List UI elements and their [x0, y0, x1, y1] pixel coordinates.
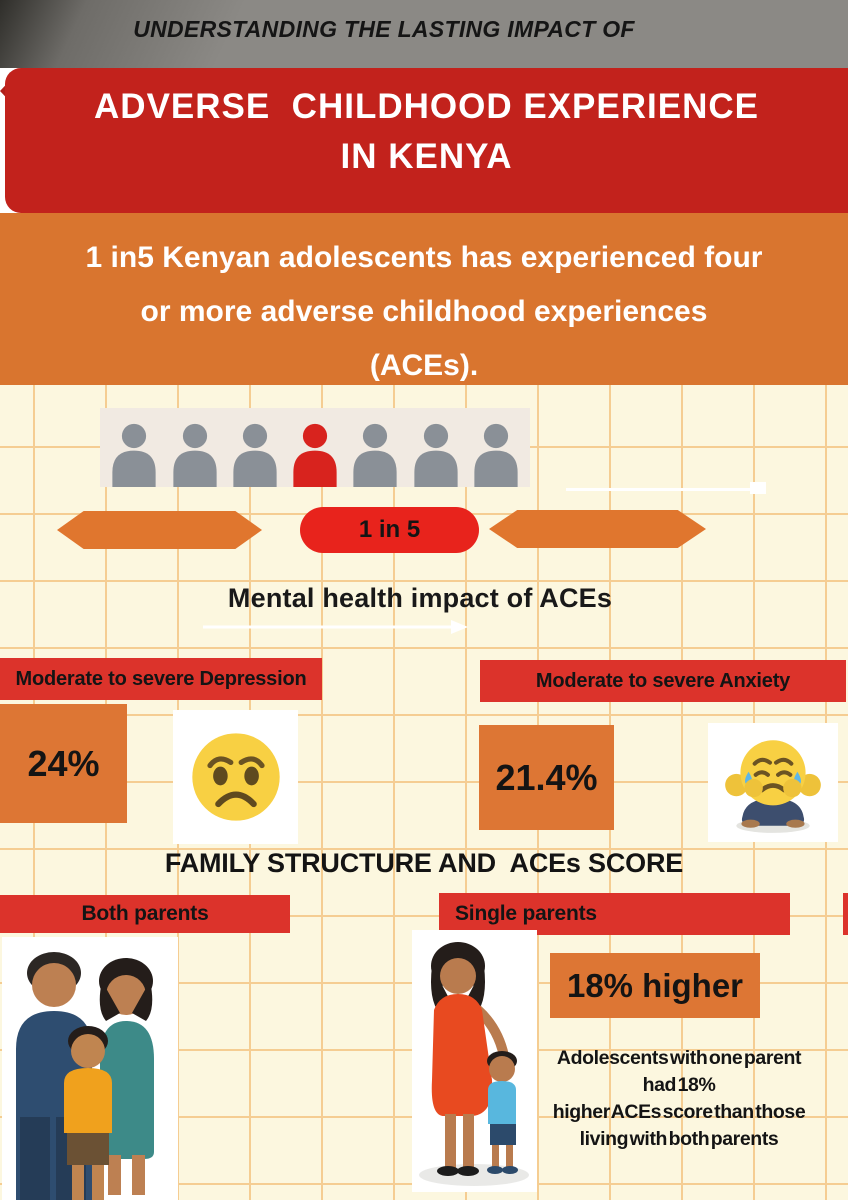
title-line-2: IN KENYA	[340, 137, 513, 176]
right-arrow-underline-icon	[203, 620, 468, 634]
anxiety-label-bar: Moderate to severe Anxiety	[480, 660, 846, 702]
intro-line-2: or more adverse childhood experiences	[140, 295, 708, 328]
family-structure-heading: FAMILY STRUCTURE AND ACEs SCORE	[164, 848, 684, 878]
intro-statement: 1 in5 Kenyan adolescents has experienced…	[0, 213, 848, 393]
person-icon	[229, 423, 281, 487]
people-row	[100, 408, 530, 487]
intro-line-3: (ACEs).	[369, 349, 479, 382]
stat-line-3: higher ACEs score than those	[552, 1101, 806, 1123]
depression-value: 24%	[0, 704, 127, 823]
anxious-crying-face-icon	[708, 723, 838, 842]
stat-line-2: had 18%	[642, 1074, 716, 1096]
stat-line-1: Adolescents with one parent	[556, 1047, 802, 1069]
single-parent-illustration	[412, 930, 537, 1192]
person-icon	[349, 423, 401, 487]
person-icon	[169, 423, 221, 487]
mental-health-heading: Mental health impact of ACEs	[227, 583, 613, 613]
person-icon-highlighted	[289, 423, 341, 487]
stat-line-4: living with both parents	[579, 1128, 779, 1150]
single-parent-stat-text: Adolescents with one parent had 18% high…	[545, 1045, 813, 1153]
top-header-band: UNDERSTANDING THE LASTING IMPACT OF	[0, 0, 848, 68]
higher-score-badge: 18% higher	[550, 953, 760, 1018]
intro-line-1: 1 in5 Kenyan adolescents has experienced…	[85, 241, 763, 274]
both-parents-illustration	[2, 937, 178, 1200]
person-icon	[470, 423, 522, 487]
decorative-line	[566, 488, 752, 491]
page-title: ADVERSE CHILDHOOD EXPERIENCE IN KENYA	[5, 68, 848, 182]
both-parents-label-bar: Both parents	[0, 895, 290, 933]
red-edge-sliver	[843, 893, 848, 935]
title-banner: ADVERSE CHILDHOOD EXPERIENCE IN KENYA	[5, 68, 848, 213]
person-icon	[108, 423, 160, 487]
anxiety-value: 21.4%	[479, 725, 614, 830]
depression-label-bar: Moderate to severe Depression	[0, 658, 322, 700]
title-line-1: ADVERSE CHILDHOOD EXPERIENCE	[94, 87, 759, 126]
ratio-badge: 1 in 5	[300, 507, 479, 553]
right-arrow-shape	[489, 510, 706, 548]
kicker-text: UNDERSTANDING THE LASTING IMPACT OF	[133, 16, 635, 42]
content-canvas: 1 in 5 Mental health impact of ACEs Mode…	[0, 385, 848, 1200]
decorative-line-end	[750, 482, 766, 494]
worried-face-icon	[173, 710, 298, 844]
intro-banner: 1 in5 Kenyan adolescents has experienced…	[0, 213, 848, 385]
left-arrow-shape	[57, 511, 262, 549]
person-icon	[410, 423, 462, 487]
single-parents-label-bar: Single parents	[439, 893, 790, 935]
